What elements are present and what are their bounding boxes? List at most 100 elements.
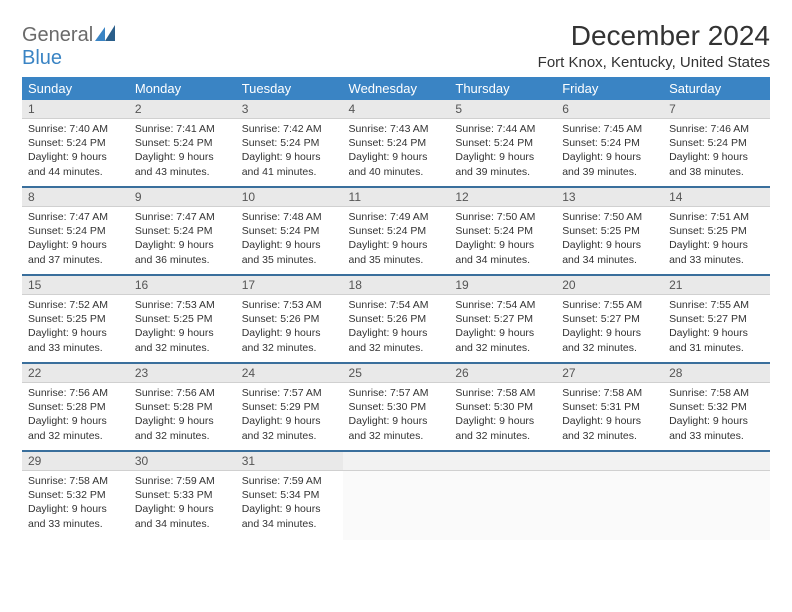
calendar-cell — [449, 452, 556, 540]
day-number: 23 — [129, 364, 236, 383]
weekday-header: Tuesday — [236, 77, 343, 100]
calendar-cell: 10Sunrise: 7:48 AMSunset: 5:24 PMDayligh… — [236, 188, 343, 276]
calendar-row: 15Sunrise: 7:52 AMSunset: 5:25 PMDayligh… — [22, 276, 770, 364]
weekday-header: Friday — [556, 77, 663, 100]
day-number: 6 — [556, 100, 663, 119]
calendar-cell: 14Sunrise: 7:51 AMSunset: 5:25 PMDayligh… — [663, 188, 770, 276]
day-number: 21 — [663, 276, 770, 295]
day-details: Sunrise: 7:58 AMSunset: 5:30 PMDaylight:… — [449, 383, 556, 452]
calendar-row: 8Sunrise: 7:47 AMSunset: 5:24 PMDaylight… — [22, 188, 770, 276]
day-details: Sunrise: 7:47 AMSunset: 5:24 PMDaylight:… — [22, 207, 129, 276]
day-number: 4 — [343, 100, 450, 119]
header: General Blue December 2024 Fort Knox, Ke… — [22, 20, 770, 71]
calendar-cell: 19Sunrise: 7:54 AMSunset: 5:27 PMDayligh… — [449, 276, 556, 364]
calendar-cell: 21Sunrise: 7:55 AMSunset: 5:27 PMDayligh… — [663, 276, 770, 364]
day-details: Sunrise: 7:58 AMSunset: 5:32 PMDaylight:… — [22, 471, 129, 540]
calendar-cell: 30Sunrise: 7:59 AMSunset: 5:33 PMDayligh… — [129, 452, 236, 540]
day-number — [663, 452, 770, 471]
day-details: Sunrise: 7:52 AMSunset: 5:25 PMDaylight:… — [22, 295, 129, 364]
month-title: December 2024 — [538, 20, 770, 52]
day-details — [556, 471, 663, 540]
calendar-cell: 25Sunrise: 7:57 AMSunset: 5:30 PMDayligh… — [343, 364, 450, 452]
day-number: 31 — [236, 452, 343, 471]
logo: General Blue — [22, 20, 117, 70]
day-number: 5 — [449, 100, 556, 119]
day-details: Sunrise: 7:40 AMSunset: 5:24 PMDaylight:… — [22, 119, 129, 188]
weekday-header-row: SundayMondayTuesdayWednesdayThursdayFrid… — [22, 77, 770, 100]
calendar-cell: 4Sunrise: 7:43 AMSunset: 5:24 PMDaylight… — [343, 100, 450, 188]
calendar-cell: 1Sunrise: 7:40 AMSunset: 5:24 PMDaylight… — [22, 100, 129, 188]
calendar-cell: 15Sunrise: 7:52 AMSunset: 5:25 PMDayligh… — [22, 276, 129, 364]
day-number: 2 — [129, 100, 236, 119]
day-details: Sunrise: 7:55 AMSunset: 5:27 PMDaylight:… — [556, 295, 663, 364]
weekday-header: Saturday — [663, 77, 770, 100]
calendar-table: SundayMondayTuesdayWednesdayThursdayFrid… — [22, 77, 770, 540]
day-details: Sunrise: 7:53 AMSunset: 5:26 PMDaylight:… — [236, 295, 343, 364]
day-details: Sunrise: 7:45 AMSunset: 5:24 PMDaylight:… — [556, 119, 663, 188]
day-number: 10 — [236, 188, 343, 207]
weekday-header: Thursday — [449, 77, 556, 100]
calendar-cell: 27Sunrise: 7:58 AMSunset: 5:31 PMDayligh… — [556, 364, 663, 452]
calendar-row: 22Sunrise: 7:56 AMSunset: 5:28 PMDayligh… — [22, 364, 770, 452]
day-number — [556, 452, 663, 471]
day-number: 3 — [236, 100, 343, 119]
calendar-cell: 3Sunrise: 7:42 AMSunset: 5:24 PMDaylight… — [236, 100, 343, 188]
day-number: 1 — [22, 100, 129, 119]
title-block: December 2024 Fort Knox, Kentucky, Unite… — [538, 20, 770, 71]
day-number: 22 — [22, 364, 129, 383]
day-number: 11 — [343, 188, 450, 207]
day-number: 16 — [129, 276, 236, 295]
day-number: 8 — [22, 188, 129, 207]
day-details: Sunrise: 7:56 AMSunset: 5:28 PMDaylight:… — [22, 383, 129, 452]
day-number: 13 — [556, 188, 663, 207]
day-details: Sunrise: 7:43 AMSunset: 5:24 PMDaylight:… — [343, 119, 450, 188]
calendar-row: 1Sunrise: 7:40 AMSunset: 5:24 PMDaylight… — [22, 100, 770, 188]
day-details: Sunrise: 7:56 AMSunset: 5:28 PMDaylight:… — [129, 383, 236, 452]
day-details: Sunrise: 7:50 AMSunset: 5:24 PMDaylight:… — [449, 207, 556, 276]
weekday-header: Wednesday — [343, 77, 450, 100]
calendar-cell: 16Sunrise: 7:53 AMSunset: 5:25 PMDayligh… — [129, 276, 236, 364]
calendar-cell: 31Sunrise: 7:59 AMSunset: 5:34 PMDayligh… — [236, 452, 343, 540]
day-number: 9 — [129, 188, 236, 207]
day-number: 12 — [449, 188, 556, 207]
calendar-cell: 11Sunrise: 7:49 AMSunset: 5:24 PMDayligh… — [343, 188, 450, 276]
day-details: Sunrise: 7:57 AMSunset: 5:30 PMDaylight:… — [343, 383, 450, 452]
location: Fort Knox, Kentucky, United States — [538, 54, 770, 71]
calendar-cell: 26Sunrise: 7:58 AMSunset: 5:30 PMDayligh… — [449, 364, 556, 452]
calendar-cell: 29Sunrise: 7:58 AMSunset: 5:32 PMDayligh… — [22, 452, 129, 540]
logo-word-2: Blue — [22, 47, 62, 69]
day-number: 30 — [129, 452, 236, 471]
day-details: Sunrise: 7:47 AMSunset: 5:24 PMDaylight:… — [129, 207, 236, 276]
day-number — [343, 452, 450, 471]
day-details: Sunrise: 7:44 AMSunset: 5:24 PMDaylight:… — [449, 119, 556, 188]
calendar-row: 29Sunrise: 7:58 AMSunset: 5:32 PMDayligh… — [22, 452, 770, 540]
day-number: 14 — [663, 188, 770, 207]
day-details: Sunrise: 7:48 AMSunset: 5:24 PMDaylight:… — [236, 207, 343, 276]
day-details: Sunrise: 7:54 AMSunset: 5:26 PMDaylight:… — [343, 295, 450, 364]
weekday-header: Sunday — [22, 77, 129, 100]
day-details: Sunrise: 7:41 AMSunset: 5:24 PMDaylight:… — [129, 119, 236, 188]
calendar-cell: 28Sunrise: 7:58 AMSunset: 5:32 PMDayligh… — [663, 364, 770, 452]
day-number: 20 — [556, 276, 663, 295]
day-number: 19 — [449, 276, 556, 295]
calendar-cell: 24Sunrise: 7:57 AMSunset: 5:29 PMDayligh… — [236, 364, 343, 452]
day-details: Sunrise: 7:57 AMSunset: 5:29 PMDaylight:… — [236, 383, 343, 452]
day-details: Sunrise: 7:59 AMSunset: 5:34 PMDaylight:… — [236, 471, 343, 540]
day-number: 28 — [663, 364, 770, 383]
calendar-cell: 9Sunrise: 7:47 AMSunset: 5:24 PMDaylight… — [129, 188, 236, 276]
day-number: 17 — [236, 276, 343, 295]
day-details: Sunrise: 7:58 AMSunset: 5:31 PMDaylight:… — [556, 383, 663, 452]
day-details: Sunrise: 7:58 AMSunset: 5:32 PMDaylight:… — [663, 383, 770, 452]
flag-icon — [95, 25, 117, 41]
calendar-cell: 20Sunrise: 7:55 AMSunset: 5:27 PMDayligh… — [556, 276, 663, 364]
day-number: 26 — [449, 364, 556, 383]
day-details: Sunrise: 7:53 AMSunset: 5:25 PMDaylight:… — [129, 295, 236, 364]
day-number: 15 — [22, 276, 129, 295]
calendar-cell: 18Sunrise: 7:54 AMSunset: 5:26 PMDayligh… — [343, 276, 450, 364]
day-details — [663, 471, 770, 540]
day-details: Sunrise: 7:50 AMSunset: 5:25 PMDaylight:… — [556, 207, 663, 276]
calendar-cell: 2Sunrise: 7:41 AMSunset: 5:24 PMDaylight… — [129, 100, 236, 188]
day-number: 29 — [22, 452, 129, 471]
calendar-cell — [663, 452, 770, 540]
day-details: Sunrise: 7:55 AMSunset: 5:27 PMDaylight:… — [663, 295, 770, 364]
